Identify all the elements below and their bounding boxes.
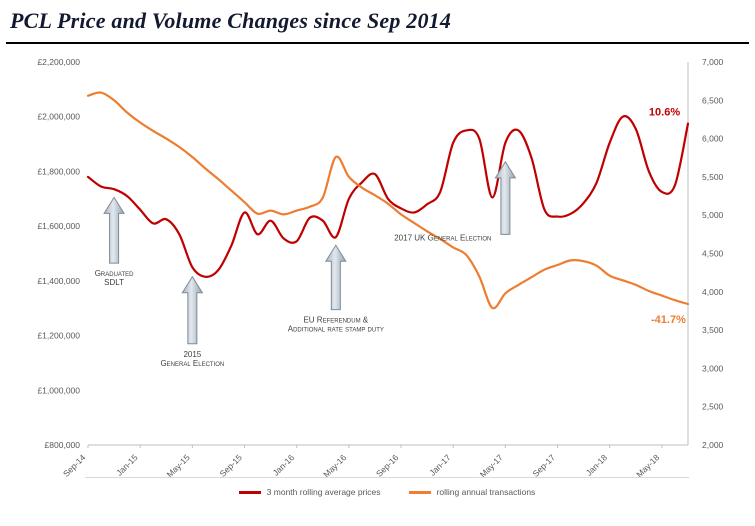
x-axis-tick-label: May-18 <box>634 452 661 479</box>
left-axis-tick-label: £1,600,000 <box>37 221 80 231</box>
left-axis-tick-label: £1,000,000 <box>37 385 80 395</box>
chart-header: PCL Price and Volume Changes since Sep 2… <box>6 6 749 44</box>
right-axis-tick-label: 5,000 <box>702 210 724 220</box>
right-axis-tick-label: 4,500 <box>702 249 724 259</box>
x-axis-tick-label: Jan-17 <box>427 452 453 478</box>
right-axis-tick-label: 6,500 <box>702 95 724 105</box>
legend-label-prices: 3 month rolling average prices <box>266 487 381 497</box>
left-axis-tick-label: £1,200,000 <box>37 331 80 341</box>
x-axis-tick-label: Jan-16 <box>271 452 297 478</box>
annotation-label-eu-referendum-stamp-duty: EU Referendum & <box>303 316 368 325</box>
legend-swatch-prices <box>238 490 261 494</box>
x-axis-tick-label: May-17 <box>478 452 505 479</box>
right-axis-tick-label: 2,000 <box>702 440 724 450</box>
x-axis-tick-label: Sep-17 <box>531 452 558 479</box>
right-axis-tick-label: 3,000 <box>702 363 724 373</box>
x-axis-tick-label: Jan-15 <box>114 452 140 478</box>
annotation-label-2017-uk-general-election: 2017 UK General Election <box>394 233 491 242</box>
x-axis-tick-label: May-16 <box>321 452 348 479</box>
left-axis-tick-label: £800,000 <box>45 440 81 450</box>
left-axis-tick-label: £1,400,000 <box>37 276 80 286</box>
annotation-arrow-2017-uk-general-election <box>494 160 517 235</box>
legend-item-transactions: rolling annual transactions <box>408 487 536 497</box>
left-axis-tick-label: £2,200,000 <box>37 57 80 67</box>
legend-item-prices: 3 month rolling average prices <box>238 487 381 497</box>
annotation-label-2015-general-election: General Election <box>160 359 224 368</box>
chart-title: PCL Price and Volume Changes since Sep 2… <box>10 8 452 33</box>
right-axis-tick-label: 4,000 <box>702 287 724 297</box>
x-axis-tick-label: Sep-14 <box>61 452 88 479</box>
x-axis-tick-label: May-15 <box>165 452 192 479</box>
x-axis-tick-label: Sep-15 <box>217 452 244 479</box>
end-label-price-change: 10.6% <box>649 106 680 118</box>
x-axis-tick-label: Jan-18 <box>584 452 610 478</box>
x-axis-tick-label: Sep-16 <box>374 452 401 479</box>
annotation-label-2015-general-election: 2015 <box>183 350 201 359</box>
annotation-arrow-graduated-sdlt <box>103 196 125 264</box>
annotation-label-eu-referendum-stamp-duty: Additional rate stamp duty <box>288 325 384 334</box>
right-axis-tick-label: 2,500 <box>702 402 724 412</box>
left-axis-tick-label: £2,000,000 <box>37 112 80 122</box>
right-axis-tick-label: 7,000 <box>702 57 724 67</box>
series-line-transactions <box>86 91 690 310</box>
annotation-label-graduated-sdlt: Graduated <box>95 269 134 278</box>
series-line-prices <box>86 115 690 278</box>
legend-swatch-transactions <box>408 490 431 494</box>
annotation-label-graduated-sdlt: SDLT <box>104 278 124 287</box>
left-axis-tick-label: £1,800,000 <box>37 166 80 176</box>
annotation-arrow-2015-general-election <box>181 275 204 345</box>
chart-legend: 3 month rolling average prices rolling an… <box>85 477 689 497</box>
legend-label-transactions: rolling annual transactions <box>436 487 536 497</box>
right-axis-tick-label: 5,500 <box>702 172 724 182</box>
annotation-arrow-eu-referendum-stamp-duty <box>324 244 347 311</box>
right-axis-tick-label: 3,500 <box>702 325 724 335</box>
right-axis-tick-label: 6,000 <box>702 134 724 144</box>
end-label-volume-change: -41.7% <box>651 314 686 326</box>
